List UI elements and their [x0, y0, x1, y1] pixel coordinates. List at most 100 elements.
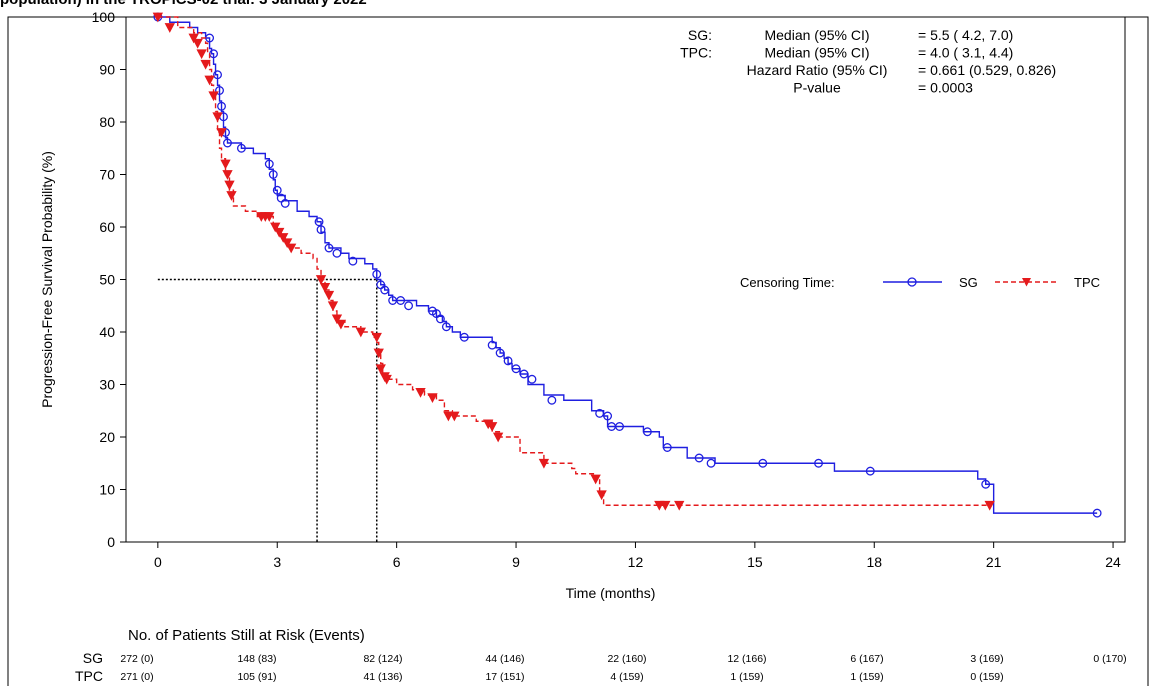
censor-marker-sg	[223, 138, 232, 148]
censor-marker-tpc	[164, 23, 175, 33]
figure-caption: population) in the TROPiCS-02 trial: 3 J…	[0, 0, 367, 8]
censor-marker-sg	[272, 185, 282, 195]
censor-marker-tpc	[371, 332, 382, 343]
censor-marker-tpc	[212, 112, 223, 123]
censor-marker-tpc	[327, 301, 339, 312]
risk-cell: 1 (159)	[850, 671, 883, 683]
censor-marker-tpc	[660, 500, 671, 511]
censor-marker-tpc	[274, 227, 285, 238]
censor-marker-sg	[865, 466, 875, 476]
censor-marker-tpc	[331, 314, 343, 325]
stats-name: P-value	[793, 80, 841, 96]
censor-marker-sg	[1092, 508, 1102, 518]
censor-marker-sg	[694, 453, 704, 463]
censor-marker-tpc	[590, 474, 601, 485]
risk-cell: 17 (151)	[485, 671, 524, 683]
y-tick-label: 0	[107, 534, 115, 550]
censor-marker-tpc	[319, 282, 331, 293]
censor-marker-tpc	[200, 59, 211, 70]
censor-marker-sg	[404, 301, 414, 311]
censor-marker-sg	[213, 70, 222, 80]
stats-value: = 4.0 ( 3.1, 4.4)	[918, 45, 1013, 61]
stats-label: SG:	[688, 27, 712, 43]
censor-marker-sg	[662, 443, 672, 452]
censor-marker-sg	[314, 217, 324, 227]
censor-marker-tpc	[222, 170, 233, 180]
risk-row-label: SG	[83, 650, 103, 666]
censor-marker-sg	[595, 408, 605, 418]
censor-marker-tpc	[674, 500, 685, 511]
censor-marker-sg	[487, 340, 497, 350]
x-tick-label: 15	[747, 554, 763, 570]
censor-marker-tpc	[323, 290, 335, 301]
censor-marker-sg	[603, 411, 613, 421]
censor-marker-tpc	[449, 411, 460, 422]
censor-marker-sg	[547, 395, 557, 405]
stats-value: = 0.661 (0.529, 0.826)	[918, 62, 1056, 78]
censor-marker-sg	[236, 143, 246, 153]
series-line-tpc	[157, 16, 990, 506]
censor-marker-sg	[642, 427, 652, 437]
censor-marker-tpc	[335, 319, 347, 330]
censor-marker-tpc	[264, 212, 275, 222]
censor-marker-tpc	[192, 38, 203, 49]
stats-value: = 5.5 ( 4.2, 7.0)	[918, 27, 1013, 43]
legend-marker-sg	[907, 277, 917, 287]
legend-marker-tpc	[1022, 278, 1031, 287]
censor-marker-sg	[758, 458, 768, 468]
stats-label: TPC:	[680, 45, 712, 61]
censor-marker-tpc	[538, 458, 550, 469]
risk-cell: 6 (167)	[850, 653, 883, 665]
x-tick-label: 6	[393, 554, 401, 570]
censor-marker-tpc	[596, 490, 607, 501]
y-tick-label: 90	[99, 62, 115, 78]
censor-marker-sg	[511, 364, 521, 374]
censor-marker-tpc	[216, 128, 227, 138]
censor-marker-tpc	[315, 275, 327, 285]
x-tick-label: 18	[866, 554, 882, 570]
risk-cell: 105 (91)	[237, 671, 276, 683]
censor-marker-tpc	[355, 327, 366, 338]
censor-marker-sg	[268, 170, 278, 179]
censor-marker-sg	[280, 198, 290, 208]
censor-marker-tpc	[487, 422, 498, 432]
y-axis-label: Progression-Free Survival Probability (%…	[39, 151, 55, 408]
stats-name: Median (95% CI)	[764, 27, 869, 43]
censor-marker-tpc	[373, 348, 384, 359]
stats-name: Hazard Ratio (95% CI)	[747, 62, 888, 78]
censor-marker-sg	[264, 159, 274, 169]
y-tick-label: 100	[92, 9, 116, 25]
y-tick-label: 80	[99, 114, 115, 130]
censor-marker-tpc	[208, 91, 219, 102]
censor-marker-tpc	[282, 238, 293, 249]
y-tick-label: 40	[99, 324, 115, 340]
stats-name: Median (95% CI)	[764, 45, 869, 61]
risk-cell: 272 (0)	[120, 653, 153, 665]
x-tick-label: 12	[628, 554, 644, 570]
censor-marker-sg	[495, 348, 505, 358]
stats-value: = 0.0003	[918, 80, 973, 96]
risk-cell: 3 (169)	[970, 653, 1003, 665]
risk-cell: 22 (160)	[607, 653, 646, 665]
censor-marker-tpc	[196, 49, 207, 60]
x-tick-label: 24	[1105, 554, 1121, 570]
censor-marker-tpc	[427, 393, 438, 403]
censor-marker-sg	[215, 86, 224, 95]
censor-marker-tpc	[984, 500, 995, 511]
legend-title: Censoring Time:	[740, 275, 835, 290]
y-tick-label: 10	[99, 482, 115, 498]
censor-marker-sg	[503, 356, 513, 366]
censor-marker-sg	[706, 458, 716, 468]
legend-label-tpc: TPC	[1074, 275, 1100, 290]
x-tick-label: 9	[512, 554, 520, 570]
censor-marker-tpc	[224, 180, 235, 191]
censor-marker-sg	[441, 322, 451, 332]
censor-marker-sg	[348, 256, 358, 266]
censor-marker-sg	[615, 422, 624, 431]
censor-marker-tpc	[415, 387, 426, 398]
y-tick-label: 60	[99, 219, 115, 235]
censor-marker-sg	[814, 458, 823, 468]
censor-marker-sg	[372, 269, 382, 279]
censor-marker-tpc	[152, 12, 164, 23]
censor-marker-sg	[316, 225, 326, 235]
